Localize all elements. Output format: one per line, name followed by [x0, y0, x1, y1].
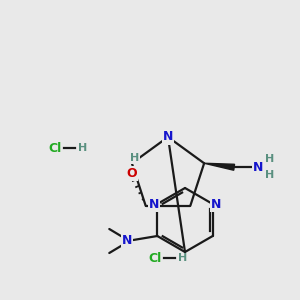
- Text: N: N: [253, 161, 263, 174]
- Text: H: H: [130, 153, 139, 163]
- Text: H: H: [265, 154, 274, 164]
- Text: N: N: [163, 130, 173, 143]
- Text: N: N: [149, 197, 160, 211]
- Text: H: H: [178, 253, 188, 263]
- Text: Cl: Cl: [148, 251, 162, 265]
- Text: N: N: [211, 197, 221, 211]
- Text: H: H: [265, 170, 274, 180]
- Text: O: O: [126, 167, 137, 180]
- Text: H: H: [78, 143, 88, 153]
- Text: Cl: Cl: [48, 142, 62, 154]
- Polygon shape: [204, 163, 235, 170]
- Text: N: N: [122, 235, 133, 248]
